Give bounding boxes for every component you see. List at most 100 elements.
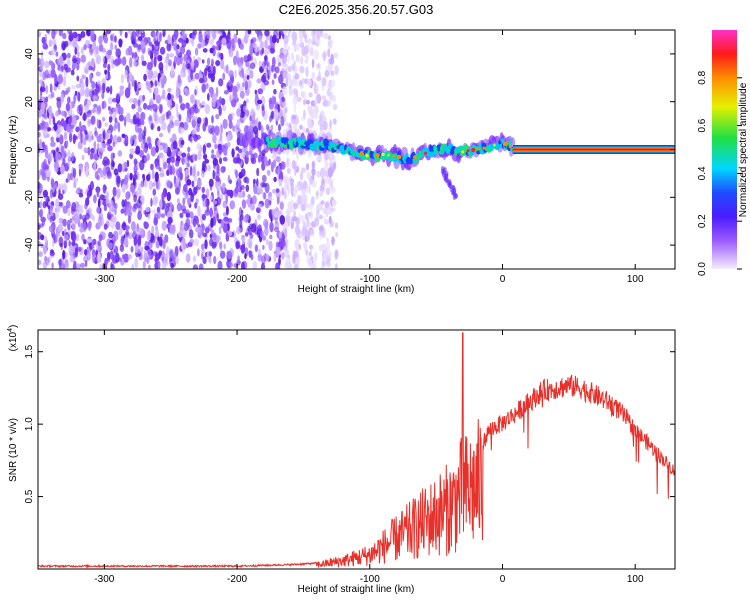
noise-cell [236, 108, 242, 117]
noise-cell [187, 146, 191, 153]
noise-cell [201, 194, 208, 199]
noise-cell [264, 221, 269, 230]
noise-cell [278, 178, 283, 187]
noise-cell [260, 230, 264, 239]
noise-cell [58, 201, 63, 207]
colorbar-tick-label: 0.2 [697, 214, 708, 228]
noise-cell [242, 82, 245, 88]
noise-cell [79, 227, 85, 233]
noise-cell [49, 216, 53, 223]
noise-cell [118, 114, 124, 122]
noise-cell [157, 260, 161, 269]
noise-cell [165, 62, 168, 72]
noise-cell [71, 202, 77, 212]
noise-cell [171, 37, 174, 47]
noise-cell [155, 225, 158, 231]
ridge-hotspot [413, 155, 417, 159]
noise-cell [299, 171, 304, 181]
noise-cell [136, 199, 142, 209]
noise-cell [203, 153, 208, 160]
noise-cell [48, 117, 52, 125]
noise-cell [278, 124, 281, 132]
noise-cell [118, 227, 123, 234]
noise-cell [176, 44, 180, 50]
noise-cell [260, 181, 266, 188]
noise-cell [311, 168, 316, 176]
noise-cell [42, 71, 46, 81]
noise-cell [217, 30, 221, 35]
noise-cell [251, 114, 256, 124]
noise-cell [208, 251, 212, 257]
noise-cell [140, 111, 146, 121]
noise-cell [244, 80, 249, 91]
noise-cell [150, 197, 153, 207]
ridge-hotspot [392, 154, 396, 158]
noise-cell [305, 127, 310, 134]
noise-cell [331, 186, 336, 194]
noise-cell [180, 139, 185, 146]
noise-cell [66, 52, 71, 59]
noise-cell [226, 189, 232, 196]
y-tick-label: 1.5 [24, 344, 35, 358]
noise-cell [97, 198, 101, 209]
noise-cell [212, 32, 216, 40]
noise-cell [272, 152, 278, 161]
noise-cell [92, 253, 96, 263]
noise-cell [60, 93, 65, 103]
noise-cell [330, 220, 335, 228]
ridge-core [429, 151, 435, 158]
noise-cell [178, 127, 185, 135]
noise-cell [81, 154, 85, 161]
noise-cell [183, 184, 188, 193]
noise-cell [223, 243, 226, 250]
noise-cell [75, 188, 79, 195]
noise-cell [330, 79, 336, 88]
noise-cell [124, 134, 129, 145]
noise-cell [189, 238, 194, 244]
noise-cell [80, 54, 87, 63]
noise-cell [271, 95, 275, 105]
noise-cell [54, 73, 58, 85]
noise-cell [320, 167, 325, 179]
noise-cell [148, 180, 153, 191]
noise-cell [115, 48, 121, 58]
noise-cell [278, 257, 281, 266]
noise-cell [157, 209, 161, 220]
noise-cell [229, 94, 232, 103]
noise-cell [238, 148, 243, 154]
noise-cell [39, 107, 45, 115]
noise-cell [178, 229, 183, 238]
noise-cell [257, 154, 262, 163]
noise-cell [140, 141, 145, 150]
noise-cell [323, 216, 326, 225]
ridge-hotspot [477, 147, 480, 151]
noise-cell [317, 34, 320, 40]
noise-cell [327, 35, 332, 41]
noise-cell [71, 85, 76, 90]
noise-cell [271, 79, 275, 85]
noise-cell [309, 244, 314, 250]
noise-cell [107, 106, 111, 111]
noise-cell [48, 39, 53, 48]
noise-cell [38, 57, 41, 66]
noise-cell [112, 97, 118, 103]
noise-cell [241, 236, 246, 245]
noise-cell [321, 77, 327, 87]
y-tick-label: -20 [24, 190, 35, 205]
noise-cell [294, 31, 298, 43]
noise-cell [102, 82, 106, 94]
noise-cell [93, 160, 97, 166]
noise-cell [96, 107, 102, 115]
noise-cell [211, 115, 214, 124]
noise-cell [325, 65, 331, 72]
noise-cell [126, 112, 131, 123]
noise-cell [309, 210, 314, 220]
noise-cell [86, 190, 91, 200]
noise-cell [62, 189, 65, 195]
noise-cell [323, 150, 330, 161]
noise-cell [300, 116, 304, 122]
noise-cell [138, 150, 144, 158]
noise-cell [172, 140, 178, 150]
noise-cell [139, 227, 144, 236]
noise-cell [202, 122, 207, 132]
